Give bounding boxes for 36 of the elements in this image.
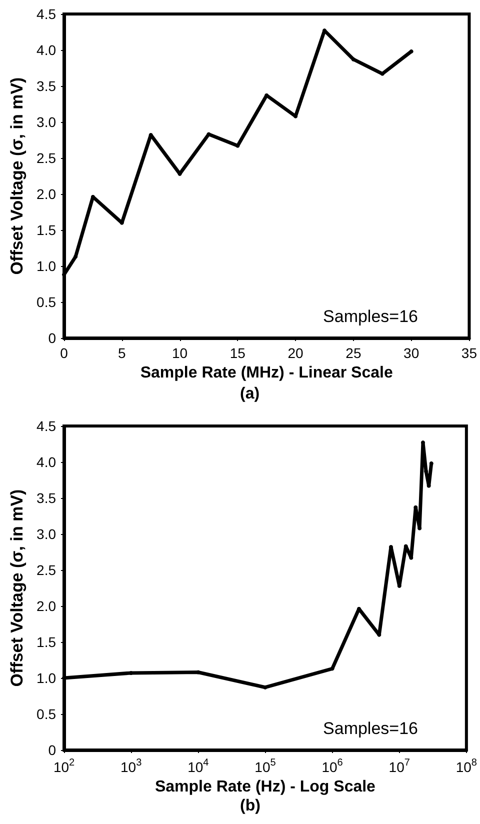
- y-tick-label: 1.0: [36, 670, 56, 686]
- x-tick-label: 10: [172, 345, 188, 361]
- x-tick-label: 5: [118, 345, 126, 361]
- x-axis-title: Sample Rate (Hz) - Log Scale: [154, 778, 376, 796]
- x-tick-label: 30: [404, 345, 420, 361]
- x-tick-label: 35: [461, 345, 478, 361]
- y-tick-label: 3.5: [36, 490, 56, 506]
- annotation: Samples=16: [323, 307, 418, 326]
- y-tick-label: 0: [48, 330, 56, 346]
- y-tick-label: 3.0: [36, 526, 56, 542]
- y-tick-label: 0.5: [36, 706, 56, 722]
- x-tick-label: 0: [60, 345, 68, 361]
- y-tick-label: 0.5: [36, 294, 56, 310]
- y-tick-label: 1.0: [36, 258, 56, 274]
- text: (b): [240, 798, 260, 814]
- y-axis-title: Offset Voltage (σ, in mV): [8, 489, 27, 687]
- y-tick-label: 1.5: [36, 634, 56, 650]
- annotation: Samples=16: [323, 719, 418, 738]
- y-tick-label: 2.0: [36, 186, 56, 202]
- y-tick-label: 4.0: [36, 454, 56, 470]
- x-tick-label: 25: [346, 345, 362, 361]
- y-tick-label: 1.5: [36, 222, 56, 238]
- x-axis-title: Sample Rate (MHz) - Linear Scale: [140, 364, 393, 382]
- y-tick-label: 4.0: [36, 42, 56, 58]
- y-axis-title: Offset Voltage (σ, in mV): [8, 77, 27, 275]
- x-tick-label: 20: [288, 345, 304, 361]
- y-tick-label: 0: [48, 742, 56, 758]
- x-tick-label: 15: [230, 345, 246, 361]
- y-tick-label: 3.0: [36, 114, 56, 130]
- y-tick-label: 3.5: [36, 78, 56, 94]
- y-tick-label: 2.0: [36, 598, 56, 614]
- y-tick-label: 4.5: [36, 418, 56, 434]
- y-tick-label: 2.5: [36, 150, 56, 166]
- y-tick-label: 4.5: [36, 6, 56, 22]
- y-tick-label: 2.5: [36, 562, 56, 578]
- text: (a): [240, 386, 260, 402]
